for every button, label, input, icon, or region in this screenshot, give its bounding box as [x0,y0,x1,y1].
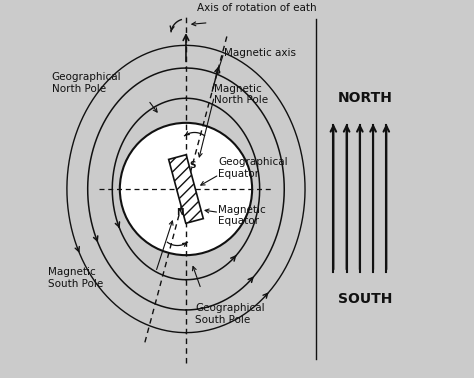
Circle shape [120,123,252,255]
Text: N: N [176,208,183,217]
Text: Geographical
Equator: Geographical Equator [218,157,288,179]
Text: NORTH: NORTH [338,91,393,105]
Text: Magnetic
North Pole: Magnetic North Pole [214,84,268,105]
Text: Geographical
North Pole: Geographical North Pole [52,72,121,94]
Text: S: S [189,161,196,170]
Text: Magnetic axis: Magnetic axis [224,48,296,58]
Text: SOUTH: SOUTH [338,291,392,306]
Text: Magnetic
Equator: Magnetic Equator [218,204,266,226]
Text: Geographical
South Pole: Geographical South Pole [195,303,265,325]
Text: Magnetic
South Pole: Magnetic South Pole [48,267,103,289]
Text: Axis of rotation of eath: Axis of rotation of eath [197,3,317,13]
Polygon shape [169,155,203,223]
